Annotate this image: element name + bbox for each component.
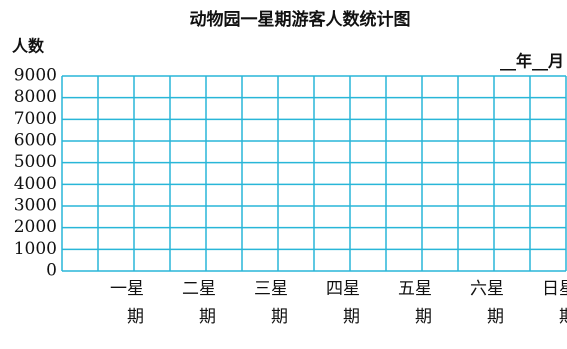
y-tick-label: 0	[46, 261, 57, 281]
y-axis-label: 人数	[12, 37, 45, 56]
y-tick-label: 3000	[14, 196, 57, 216]
x-tick-label: 星期一	[106, 279, 143, 335]
x-tick-label: 星期二	[178, 279, 215, 335]
x-tick-label: 星期日	[538, 279, 567, 335]
chart-title: 动物园一星期游客人数统计图	[190, 9, 411, 30]
y-tick-label: 6000	[14, 131, 57, 151]
y-tick-label: 5000	[14, 152, 57, 172]
y-tick-label: 2000	[14, 217, 57, 237]
x-tick-label: 星期三	[250, 279, 287, 335]
y-tick-label: 1000	[14, 239, 57, 259]
x-tick-label: 星期六	[466, 279, 503, 335]
x-tick-label: 星期五	[394, 279, 431, 335]
y-tick-label: 8000	[14, 87, 57, 107]
x-tick-label: 星期四	[322, 279, 359, 335]
y-tick-label: 4000	[14, 174, 57, 194]
y-tick-label: 7000	[14, 109, 57, 129]
date-label: __年__月	[500, 52, 564, 71]
y-tick-label: 9000	[14, 66, 57, 86]
